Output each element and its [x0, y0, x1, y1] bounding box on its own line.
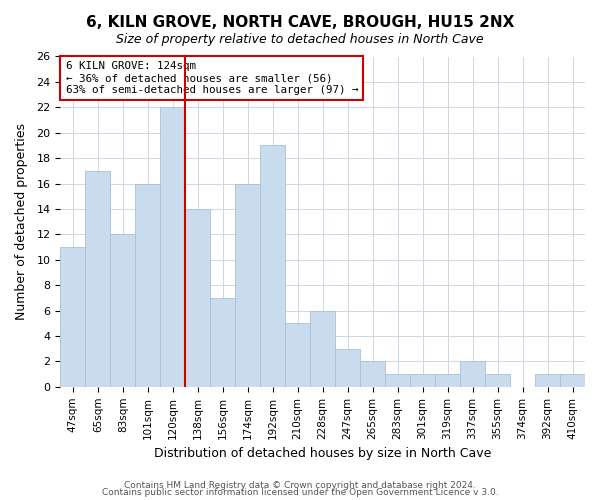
Bar [310, 310, 335, 387]
Bar [410, 374, 435, 387]
Bar [385, 374, 410, 387]
Text: 6, KILN GROVE, NORTH CAVE, BROUGH, HU15 2NX: 6, KILN GROVE, NORTH CAVE, BROUGH, HU15 … [86, 15, 514, 30]
Bar [110, 234, 135, 387]
Bar [360, 362, 385, 387]
Text: 6 KILN GROVE: 124sqm
← 36% of detached houses are smaller (56)
63% of semi-detac: 6 KILN GROVE: 124sqm ← 36% of detached h… [65, 62, 358, 94]
Bar [335, 348, 360, 387]
Bar [185, 209, 210, 387]
Bar [210, 298, 235, 387]
Text: Contains public sector information licensed under the Open Government Licence v : Contains public sector information licen… [101, 488, 499, 497]
X-axis label: Distribution of detached houses by size in North Cave: Distribution of detached houses by size … [154, 447, 491, 460]
Bar [61, 247, 85, 387]
Text: Size of property relative to detached houses in North Cave: Size of property relative to detached ho… [116, 32, 484, 46]
Bar [535, 374, 560, 387]
Y-axis label: Number of detached properties: Number of detached properties [15, 123, 28, 320]
Bar [460, 362, 485, 387]
Bar [85, 171, 110, 387]
Bar [285, 324, 310, 387]
Text: Contains HM Land Registry data © Crown copyright and database right 2024.: Contains HM Land Registry data © Crown c… [124, 480, 476, 490]
Bar [235, 184, 260, 387]
Bar [260, 146, 285, 387]
Bar [560, 374, 585, 387]
Bar [435, 374, 460, 387]
Bar [160, 108, 185, 387]
Bar [135, 184, 160, 387]
Bar [485, 374, 510, 387]
